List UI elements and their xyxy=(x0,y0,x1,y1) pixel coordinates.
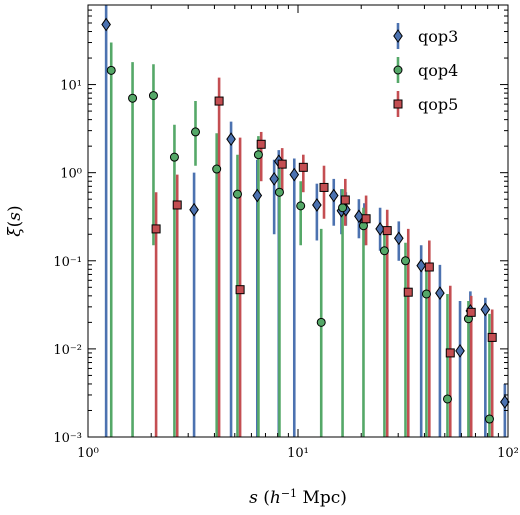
legend-qop5-marker xyxy=(393,99,403,109)
qop4-data-point xyxy=(274,187,284,197)
qop4-data-point xyxy=(148,91,158,101)
qop3-data-point xyxy=(435,286,445,300)
qop5-data-point xyxy=(424,262,434,272)
qop4-data-point xyxy=(253,150,263,160)
qop4-data-point xyxy=(379,246,389,256)
markers-layer xyxy=(101,17,510,424)
qop5-data-point xyxy=(361,214,371,224)
qop4-data-point xyxy=(169,152,179,162)
qop4-data-point xyxy=(232,189,242,199)
qop5-data-point xyxy=(445,348,455,358)
qop3-data-point xyxy=(226,132,236,147)
qop5-data-point xyxy=(235,285,245,295)
qop4-data-point xyxy=(442,394,452,404)
qop4-data-point xyxy=(296,201,306,211)
legend-qop3-marker xyxy=(393,29,403,43)
qop4-data-point xyxy=(484,414,494,424)
qop3-data-point xyxy=(269,172,279,186)
qop4-data-point xyxy=(316,317,326,327)
qop3-data-point xyxy=(189,202,199,217)
qop3-data-point xyxy=(252,188,263,203)
qop5-data-point xyxy=(340,195,350,205)
legend-qop4-marker xyxy=(393,65,403,75)
qop4-data-point xyxy=(421,289,431,299)
qop3-data-point xyxy=(328,188,339,203)
qop3-data-point xyxy=(480,302,491,317)
qop4-data-point xyxy=(400,256,410,266)
x-tick-label: 10⁰ xyxy=(77,446,99,461)
y-axis-label: ξ(s) xyxy=(5,205,25,236)
legend-qop5-label: qop5 xyxy=(418,95,458,114)
qop3-data-point xyxy=(416,258,426,273)
y-tick-label: 10⁻² xyxy=(53,343,82,358)
qop4-data-point xyxy=(338,203,348,213)
x-tick-label: 10² xyxy=(497,446,519,461)
qop4-data-point xyxy=(106,65,116,75)
qop4-data-point xyxy=(128,93,138,103)
qop5-data-point xyxy=(172,200,182,210)
y-tick-label: 10⁻¹ xyxy=(53,255,82,270)
qop4-data-point xyxy=(212,164,222,174)
legend-qop3-label: qop3 xyxy=(418,27,458,46)
qop5-data-point xyxy=(319,182,329,192)
qop4-data-point xyxy=(190,127,200,137)
qop5-data-point xyxy=(382,226,392,236)
legend-qop4-label: qop4 xyxy=(418,61,458,80)
y-tick-label: 10⁰ xyxy=(60,167,82,182)
qop3-data-point xyxy=(101,17,111,32)
qop3-data-point xyxy=(393,231,404,246)
qop5-data-point xyxy=(151,224,161,234)
qop5-data-point xyxy=(214,96,224,106)
qop5-data-point xyxy=(466,307,476,317)
x-axis-label: s (h−1 Mpc) xyxy=(249,487,347,509)
y-tick-label: 10⁻³ xyxy=(53,431,82,446)
qop5-data-point xyxy=(487,332,497,342)
legend: qop3 qop4 qop5 xyxy=(393,23,458,117)
x-tick-label: 10¹ xyxy=(287,446,309,461)
y-tick-label: 10¹ xyxy=(60,79,82,94)
qop5-data-point xyxy=(277,159,287,169)
ticks-layer: 10⁰ 10¹ 10² 10⁻³ 10⁻² 10⁻¹ 10⁰ 10¹ xyxy=(53,5,519,461)
qop3-data-point xyxy=(455,343,465,358)
qop3-data-point xyxy=(289,167,300,182)
qop5-data-point xyxy=(256,139,266,149)
qop5-data-point xyxy=(403,287,413,297)
qop5-data-point xyxy=(298,162,308,172)
qop3-data-point xyxy=(312,198,322,212)
